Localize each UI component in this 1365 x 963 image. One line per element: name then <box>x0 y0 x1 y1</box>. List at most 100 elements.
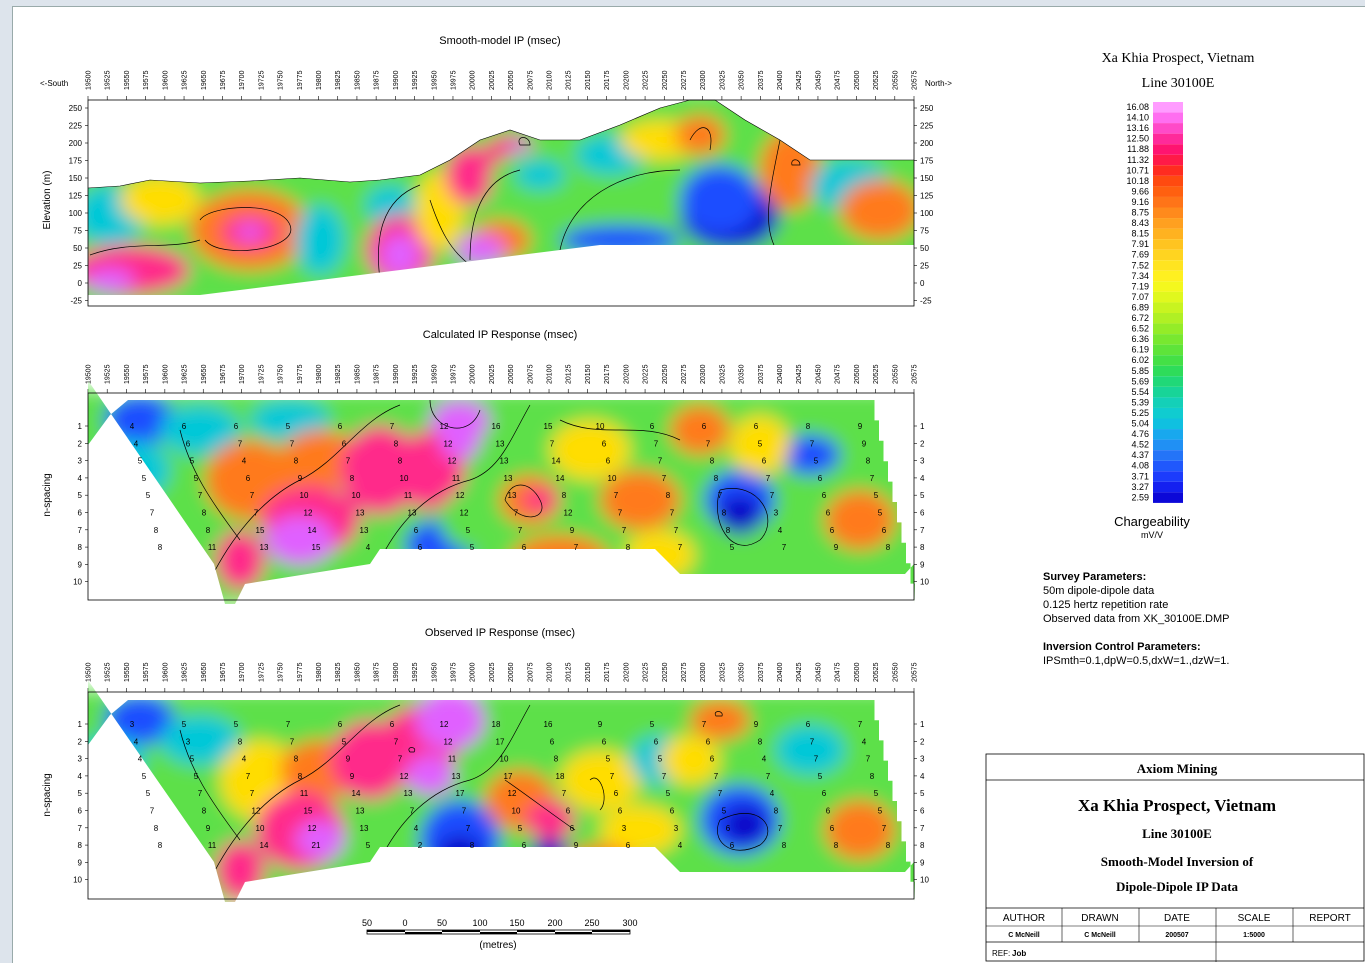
station-label: 20325 <box>719 662 726 682</box>
heatmap-blob <box>415 690 485 750</box>
station-label: 19725 <box>258 70 265 90</box>
pseudosection-value: 8 <box>158 543 163 552</box>
pseudosection-value: 17 <box>496 737 505 746</box>
colorbar-cell <box>1153 418 1183 430</box>
colorbar-cell <box>1153 186 1183 197</box>
heatmap-blob <box>718 495 762 535</box>
pseudosection-value: 9 <box>862 439 867 448</box>
pseudosection-value: 7 <box>778 824 783 833</box>
heatmap-blob <box>160 715 240 765</box>
pseudosection-value: 6 <box>762 457 767 466</box>
scale-tick-label: 50 <box>437 918 447 928</box>
colorbar-cell <box>1153 239 1183 250</box>
station-label: 20325 <box>719 364 726 384</box>
colorbar: 16.0814.1013.1612.5011.8811.3210.7110.18… <box>1114 102 1190 540</box>
heatmap-blob <box>600 805 680 855</box>
pseudosection-value: 4 <box>770 789 775 798</box>
colorbar-level: 9.66 <box>1131 186 1149 196</box>
colorbar-cell <box>1153 302 1183 313</box>
contour-line <box>714 711 723 717</box>
scale-tick-label: 0 <box>402 918 407 928</box>
station-label: 20450 <box>815 364 822 384</box>
heatmap-blob <box>265 515 335 565</box>
pseudosection-value: 6 <box>418 543 423 552</box>
inversion-line: IPSmth=0.1,dpW=0.5,dxW=1.,dzW=1. <box>1043 655 1229 667</box>
colorbar-level: 10.71 <box>1126 165 1149 175</box>
figure-header-title: Xa Khia Prospect, Vietnam <box>1102 51 1255 66</box>
pseudosection-value: 7 <box>562 789 567 798</box>
station-label: 20500 <box>854 364 861 384</box>
pseudosection-value: 21 <box>312 841 321 850</box>
nspacing-ticks-calculated: 1 12 23 34 45 56 67 78 89 910 10 <box>73 422 929 587</box>
pseudosection-value: 8 <box>398 457 403 466</box>
nspacing-tick-label: 7 <box>920 824 925 833</box>
pseudosection-value: 13 <box>504 474 513 483</box>
station-labels-calculated: 19500 19525 19550 19575 19600 19625 19650 19675… <box>86 364 919 393</box>
colorbar-cell <box>1153 439 1183 451</box>
pseudosection-value: 6 <box>730 841 735 850</box>
station-label: 20550 <box>892 70 899 90</box>
pseudosection-value: 13 <box>452 772 461 781</box>
colorbar-level: 5.54 <box>1131 387 1149 397</box>
station-label: 20325 <box>719 70 726 90</box>
pseudosection-value: 2 <box>418 841 423 850</box>
pseudosection-value: 5 <box>182 720 187 729</box>
station-label: 20425 <box>796 662 803 682</box>
pseudosection-value: 7 <box>518 526 523 535</box>
pseudosection-value: 4 <box>762 755 767 764</box>
survey-heading: Survey Parameters: <box>1043 571 1146 583</box>
station-label: 19675 <box>220 364 227 384</box>
colorbar-cell <box>1153 355 1183 366</box>
colorbar-level: 11.32 <box>1127 155 1149 165</box>
colorbar-cell <box>1153 102 1183 113</box>
pseudosection-value: 11 <box>300 789 309 798</box>
elevation-tick-label: -25 <box>920 297 932 306</box>
contour-line <box>559 419 681 441</box>
pseudosection-value: 4 <box>242 457 247 466</box>
pseudosection-value: 12 <box>440 720 449 729</box>
station-label: 19975 <box>450 662 457 682</box>
pseudosection-value: 4 <box>138 755 143 764</box>
pseudosection-value: 10 <box>300 491 309 500</box>
pseudosection-value: 7 <box>250 491 255 500</box>
pseudosection-value: 4 <box>134 737 139 746</box>
pseudosection-value: 12 <box>444 737 453 746</box>
pseudosection-value: 10 <box>512 807 521 816</box>
station-label: 19750 <box>278 364 285 384</box>
heatmap-blob <box>560 750 640 810</box>
pseudosection-value: 13 <box>360 824 369 833</box>
pseudosection-value: 12 <box>308 824 317 833</box>
station-label: 19925 <box>412 70 419 90</box>
pseudosection-value: 8 <box>774 807 779 816</box>
elevation-tick-label: 150 <box>69 174 83 183</box>
contour-line <box>179 429 241 541</box>
nspacing-tick-label: 9 <box>78 858 83 867</box>
elevation-tick-label: 25 <box>73 262 82 271</box>
station-label: 20250 <box>662 364 669 384</box>
pseudosection-value: 5 <box>234 720 239 729</box>
pseudosection-value: 13 <box>404 789 413 798</box>
scale-segment <box>480 932 517 934</box>
station-label: 19775 <box>297 364 304 384</box>
scale-tick-label: 300 <box>622 918 637 928</box>
station-label: 20400 <box>777 70 784 90</box>
pseudosection-value: 6 <box>246 474 251 483</box>
pseudosection-value: 7 <box>410 807 415 816</box>
nspacing-tick-label: 6 <box>78 509 83 518</box>
scale-segment <box>367 930 405 932</box>
station-label: 20525 <box>873 70 880 90</box>
station-label: 20450 <box>815 70 822 90</box>
station-label: 19950 <box>431 70 438 90</box>
colorbar-cell <box>1153 376 1183 387</box>
heatmap-blob <box>625 530 695 580</box>
colorbar-level: 6.52 <box>1131 324 1149 334</box>
station-label: 19850 <box>354 70 361 90</box>
elevation-tick-label: 50 <box>73 244 82 253</box>
titleblock-col-date: DATE <box>1164 913 1190 924</box>
station-label: 19900 <box>393 364 400 384</box>
pseudosection-value: 5 <box>518 824 523 833</box>
heatmap-blob <box>88 268 135 292</box>
elevation-tick-label: 25 <box>920 262 929 271</box>
elevation-tick-label: 100 <box>920 209 934 218</box>
pseudosection-value: 5 <box>650 720 655 729</box>
